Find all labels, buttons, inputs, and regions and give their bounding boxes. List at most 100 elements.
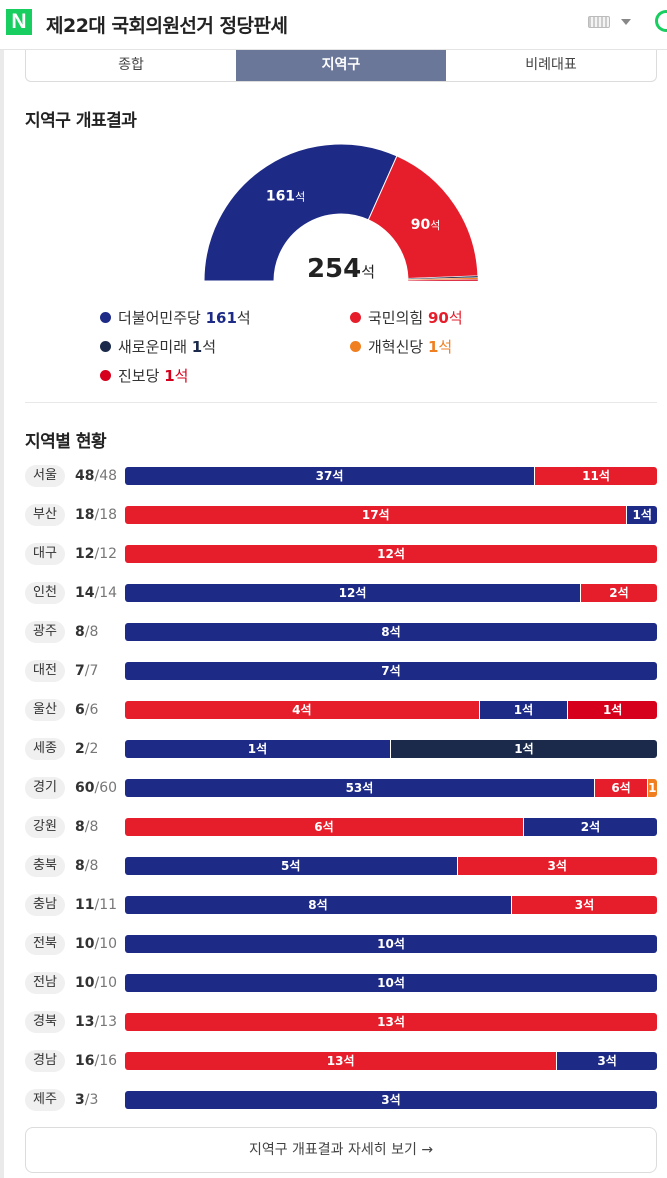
region-label: 부산: [25, 504, 65, 526]
results-title: 지역구 개표결과: [25, 111, 137, 131]
gauge-slice-ppp: [367, 155, 479, 280]
view-details-button[interactable]: 지역구 개표결과 자세히 보기 →: [25, 1127, 657, 1173]
region-bar: 17석 1석: [125, 506, 657, 524]
region-bar-segment: 2석: [581, 584, 657, 602]
region-bar-segment: 2석: [524, 818, 657, 836]
region-bar-segment: 12석: [125, 545, 657, 563]
region-bar-segment: 12석: [125, 584, 581, 602]
region-seat-count: 8/8: [75, 621, 98, 643]
legend-dot: [100, 370, 111, 381]
region-seat-count: 3/3: [75, 1089, 98, 1111]
region-seats-total: /8: [84, 819, 99, 835]
region-seat-count: 10/10: [75, 933, 117, 955]
region-row: 세종 2/2 1석 1석: [25, 738, 657, 760]
total-seats-unit: 석: [361, 263, 376, 281]
region-row: 대구 12/12 12석: [25, 543, 657, 565]
region-bar: 8석: [125, 623, 657, 641]
left-edge: [0, 0, 4, 1178]
region-seats-total: /6: [84, 702, 99, 718]
region-bar-segment: 37석: [125, 467, 536, 485]
region-label: 울산: [25, 699, 65, 721]
region-seats-won: 18: [75, 507, 95, 523]
region-row: 전남 10/10 10석: [25, 972, 657, 994]
region-bar: 7석: [125, 662, 657, 680]
keyboard-icon[interactable]: [588, 16, 610, 28]
region-seat-count: 2/2: [75, 738, 98, 760]
region-label: 제주: [25, 1089, 65, 1111]
region-bar-segment: 6석: [594, 779, 649, 797]
region-row: 경남 16/16 13석 3석: [25, 1050, 657, 1072]
region-seat-count: 7/7: [75, 660, 98, 682]
region-seats-total: /7: [84, 663, 99, 679]
region-bar: 10석: [125, 974, 657, 992]
tab-district[interactable]: 지역구: [236, 50, 446, 81]
total-seats: 254석: [250, 254, 432, 284]
gauge-label-ppp: 90석: [411, 217, 441, 233]
legend-dot: [100, 312, 111, 323]
legend-dot: [350, 341, 361, 352]
regions-title: 지역별 현황: [25, 432, 107, 452]
gauge-slice-progressive: [407, 279, 479, 282]
tab-proportional[interactable]: 비례대표: [525, 57, 577, 73]
region-bar-segment: 8석: [125, 896, 512, 914]
region-bar-segment: 1석: [479, 701, 569, 719]
region-seat-count: 14/14: [75, 582, 117, 604]
naver-logo[interactable]: N: [6, 9, 32, 35]
region-bar: 5석 3석: [125, 857, 657, 875]
region-seats-total: /13: [94, 1014, 118, 1030]
seat-gauge-chart: 161석 90석: [203, 143, 479, 282]
region-seat-count: 48/48: [75, 465, 117, 487]
region-bar-segment: 3석: [511, 896, 657, 914]
region-bar-segment: 1석: [627, 506, 657, 524]
region-label: 전북: [25, 933, 65, 955]
region-row: 서울 48/48 37석 11석: [25, 465, 657, 487]
region-label: 강원: [25, 816, 65, 838]
chevron-down-icon[interactable]: [621, 19, 631, 25]
refresh-icon[interactable]: [655, 10, 667, 32]
region-label: 충북: [25, 855, 65, 877]
region-seats-total: /48: [94, 468, 118, 484]
region-seats-won: 16: [75, 1053, 95, 1069]
region-bar-segment: 3석: [557, 1052, 657, 1070]
region-seats-won: 11: [75, 897, 95, 913]
region-bar-segment: 10석: [125, 935, 657, 953]
region-row: 대전 7/7 7석: [25, 660, 657, 682]
region-seat-count: 60/60: [75, 777, 117, 799]
region-bar-segment: 6석: [125, 818, 524, 836]
region-bar-segment: 4석: [125, 701, 480, 719]
region-row: 경기 60/60 53석6석1석: [25, 777, 657, 799]
region-bar: 3석: [125, 1091, 657, 1109]
region-seats-total: /12: [94, 546, 118, 562]
legend-item-new-future: 새로운미래 1석: [100, 336, 216, 357]
tab-bar: 종합 지역구 비례대표: [25, 50, 657, 82]
region-seats-won: 2: [75, 741, 85, 757]
region-seats-total: /18: [94, 507, 118, 523]
region-bar-segment: 17석: [125, 506, 628, 524]
region-bar-segment: 13석: [125, 1013, 657, 1031]
legend-item-ppp: 국민의힘 90석: [350, 307, 463, 328]
region-seat-count: 18/18: [75, 504, 117, 526]
region-seats-total: /3: [84, 1092, 99, 1108]
gauge-label-democratic: 161석: [266, 188, 305, 204]
region-bar-segment: 10석: [125, 974, 657, 992]
region-label: 전남: [25, 972, 65, 994]
top-bar: N 제22대 국회의원선거 정당판세: [0, 0, 667, 50]
tab-overall[interactable]: 종합: [118, 57, 144, 73]
region-seats-total: /14: [94, 585, 118, 601]
region-seats-won: 8: [75, 624, 85, 640]
region-row: 강원 8/8 6석 2석: [25, 816, 657, 838]
region-seats-total: /10: [94, 975, 118, 991]
region-row: 충남 11/11 8석 3석: [25, 894, 657, 916]
region-seats-total: /10: [94, 936, 118, 952]
region-row: 전북 10/10 10석: [25, 933, 657, 955]
region-bar-segment: 11석: [535, 467, 657, 485]
region-label: 서울: [25, 465, 65, 487]
legend-dot: [350, 312, 361, 323]
total-seats-number: 254: [306, 254, 362, 284]
region-seats-total: /2: [84, 741, 99, 757]
region-bar: 12석 2석: [125, 584, 657, 602]
region-label: 대구: [25, 543, 65, 565]
region-row: 울산 6/6 4석 1석 1석: [25, 699, 657, 721]
region-seats-won: 10: [75, 975, 95, 991]
region-bar-segment: 13석: [125, 1052, 558, 1070]
